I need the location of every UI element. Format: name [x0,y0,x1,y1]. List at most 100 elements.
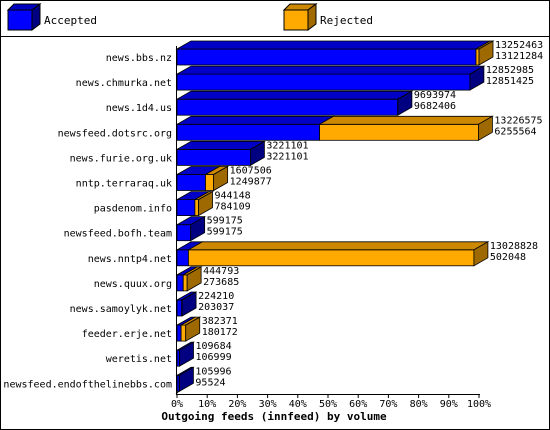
bar-rejected [182,274,188,292]
bar-accepted-top [175,40,492,50]
bar-rejected [319,123,479,141]
bar-accepted [176,349,180,367]
x-tick-label: 80% [410,399,428,410]
category-labels: news.bbs.nz news.chmurka.net news.1d4.us ne… [3,53,172,390]
bar-rejected [180,324,187,342]
bar-side [478,115,493,141]
category-label: newsfeed.bofh.team [64,229,172,240]
bar-side [473,241,489,267]
bar-side [478,40,494,66]
bar-side [190,216,206,242]
bar-accepted [176,374,180,392]
bar-accepted [176,249,189,267]
accepted-value-label: 106999 [195,352,231,363]
bar-side [469,65,485,91]
x-tick-label: 90% [440,399,458,410]
category-label: nntp.terraraq.uk [76,179,172,190]
offered-value-label: 13028828 [490,241,538,252]
category-label: news.samoylyk.net [70,304,172,315]
bar-accepted [176,224,192,242]
accepted-value-label: 95524 [195,377,225,388]
bar-accepted [176,73,471,91]
category-label: news.quux.org [94,279,172,290]
offered-value-label: 382371 [202,316,238,327]
category-label: pasdenom.info [94,204,172,215]
bar-side [185,316,201,342]
bar-rejected [194,199,199,217]
offered-value-label: 12852985 [486,65,534,76]
accepted-value-label: 203037 [198,302,234,313]
legend-swatch-rejected [282,3,318,31]
bar-rejected-top [186,241,490,251]
category-label: feeder.erje.net [82,329,172,340]
x-tick-label: 100% [467,399,491,410]
offered-value-label: 9693974 [414,90,456,101]
accepted-value-label: 12851425 [486,76,534,87]
bar-side [198,190,213,217]
x-tick-label: 10% [198,399,216,410]
bar-series [175,40,495,392]
legend: Accepted Rejected [6,3,373,31]
bar-rejected [188,249,475,267]
x-tick-label: 70% [379,399,397,410]
category-label: news.chmurka.net [76,78,172,89]
bar-accepted [176,98,399,116]
accepted-value-label: 599175 [207,227,243,238]
offered-value-label: 1607506 [230,166,272,177]
bar-accepted [176,174,206,191]
accepted-value-label: 13121284 [495,51,543,62]
category-label: news.1d4.us [106,103,172,114]
chart-title: Outgoing feeds (innfeed) by volume [161,410,387,423]
bar-rejected [205,174,215,191]
category-label: news.bbs.nz [106,53,172,64]
accepted-value-label: 502048 [490,252,526,263]
bar-accepted-top [175,65,486,75]
bar-side [213,165,229,192]
x-tick-label: 0% [171,399,183,410]
bar-side [179,341,194,367]
bar-side [397,90,413,116]
offered-value-label: 3221101 [266,140,308,151]
legend-label-rejected: Rejected [320,14,373,27]
bar-accepted [176,274,184,292]
bar-rejected-top [318,115,494,125]
legend-swatch-accepted [6,3,42,31]
bar-accepted [176,299,183,317]
bar-accepted [176,123,320,141]
x-tick-label: 30% [259,399,277,410]
category-label: weretis.net [106,354,172,365]
bar-accepted [176,324,182,342]
category-label: newsfeed.endofthelinebbs.com [3,379,172,390]
accepted-value-label: 3221101 [266,151,308,162]
offered-value-label: 109684 [195,341,231,352]
offered-value-label: 444793 [203,266,239,277]
accepted-value-label: 784109 [215,202,251,213]
x-axis-ticks: 0% 10% 20% 30% 40% 50% 60% 70% 80% 90% 100% [171,394,491,410]
bar-rejected [475,48,480,66]
bar-accepted [176,199,196,217]
bar-accepted [176,148,251,166]
bar-side [179,366,194,392]
bar-side [250,140,265,167]
bar-side [181,291,197,317]
legend-label-accepted: Accepted [44,14,97,27]
x-tick-label: 60% [349,399,367,410]
category-label: newsfeed.dotsrc.org [58,128,172,139]
bar-accepted [176,48,477,66]
offered-value-label: 105996 [195,366,231,377]
offered-value-label: 599175 [207,216,243,227]
category-label: news.furie.org.uk [70,153,172,164]
accepted-value-label: 180172 [202,327,238,338]
value-labels: 1325246313121284128529851285142596939749… [195,40,543,388]
x-tick-label: 40% [289,399,307,410]
bar-side [186,266,202,292]
accepted-value-label: 6255564 [494,126,536,137]
x-tick-label: 50% [319,399,337,410]
x-tick-label: 20% [228,399,246,410]
bar-accepted-top [175,140,266,150]
accepted-value-label: 9682406 [414,101,456,112]
bar-accepted-top [175,90,414,100]
category-label: news.nntp4.net [88,254,172,265]
